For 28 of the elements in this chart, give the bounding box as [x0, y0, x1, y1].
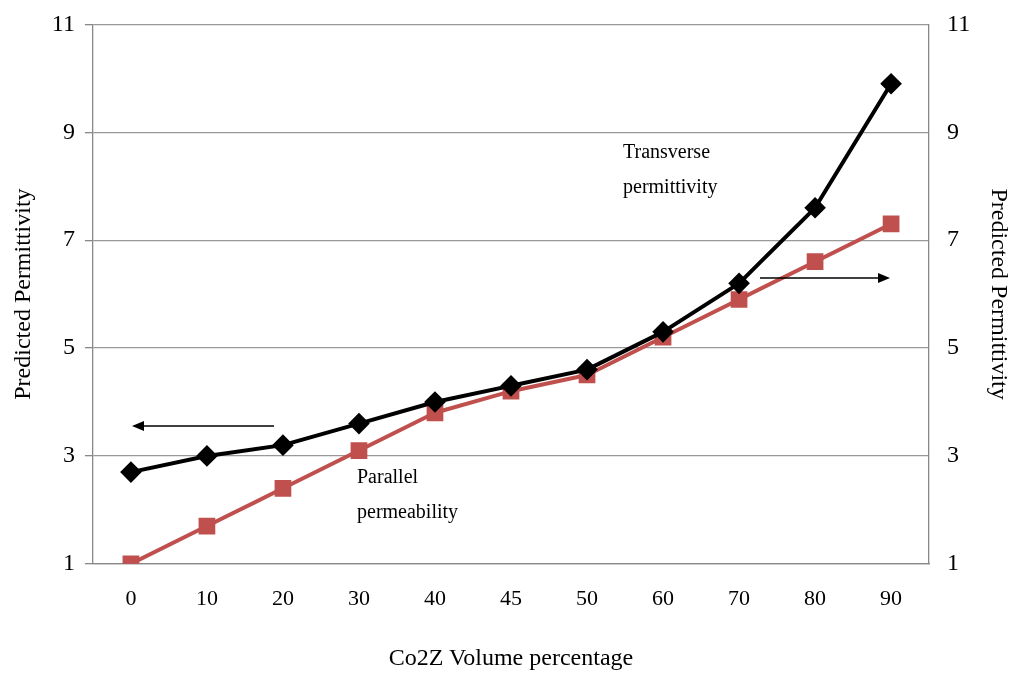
x-tick-label: 20 — [271, 584, 294, 610]
y2-tick-label: 5 — [947, 333, 960, 360]
x-tick-label: 45 — [500, 584, 522, 610]
y2-tick-label: 3 — [947, 441, 960, 468]
y-tick-label: 9 — [62, 117, 75, 144]
y2-tick-label: 11 — [947, 9, 971, 36]
x-tick-label: 0 — [125, 584, 137, 610]
x-tick-label: 60 — [652, 584, 675, 610]
annotation: Transverse permittivity — [623, 139, 718, 198]
x-tick-label: 30 — [347, 584, 370, 610]
y-tick-label: 7 — [62, 225, 75, 252]
x-tick-label: 80 — [804, 584, 827, 610]
x-tick-label: 90 — [880, 584, 903, 610]
x-axis-title: Co2Z Volume percentage — [388, 643, 634, 670]
y2-tick-label: 9 — [947, 117, 960, 144]
y-tick-label: 1 — [62, 549, 75, 576]
y2-tick-label: 1 — [947, 549, 960, 576]
x-tick-label: 50 — [576, 584, 599, 610]
annotation: Parallel permeability — [357, 464, 459, 523]
x-tick-label: 40 — [423, 584, 446, 610]
y-axis-title: Predicted Permittivity — [8, 188, 35, 400]
y-tick-label: 3 — [62, 441, 75, 468]
y-tick-label: 11 — [51, 9, 75, 36]
x-tick-label: 10 — [195, 584, 218, 610]
y2-axis-title: Predicted Permittivity — [987, 188, 1014, 400]
y-tick-label: 5 — [62, 333, 75, 360]
y2-tick-label: 7 — [947, 225, 960, 252]
x-tick-label: 70 — [728, 584, 751, 610]
